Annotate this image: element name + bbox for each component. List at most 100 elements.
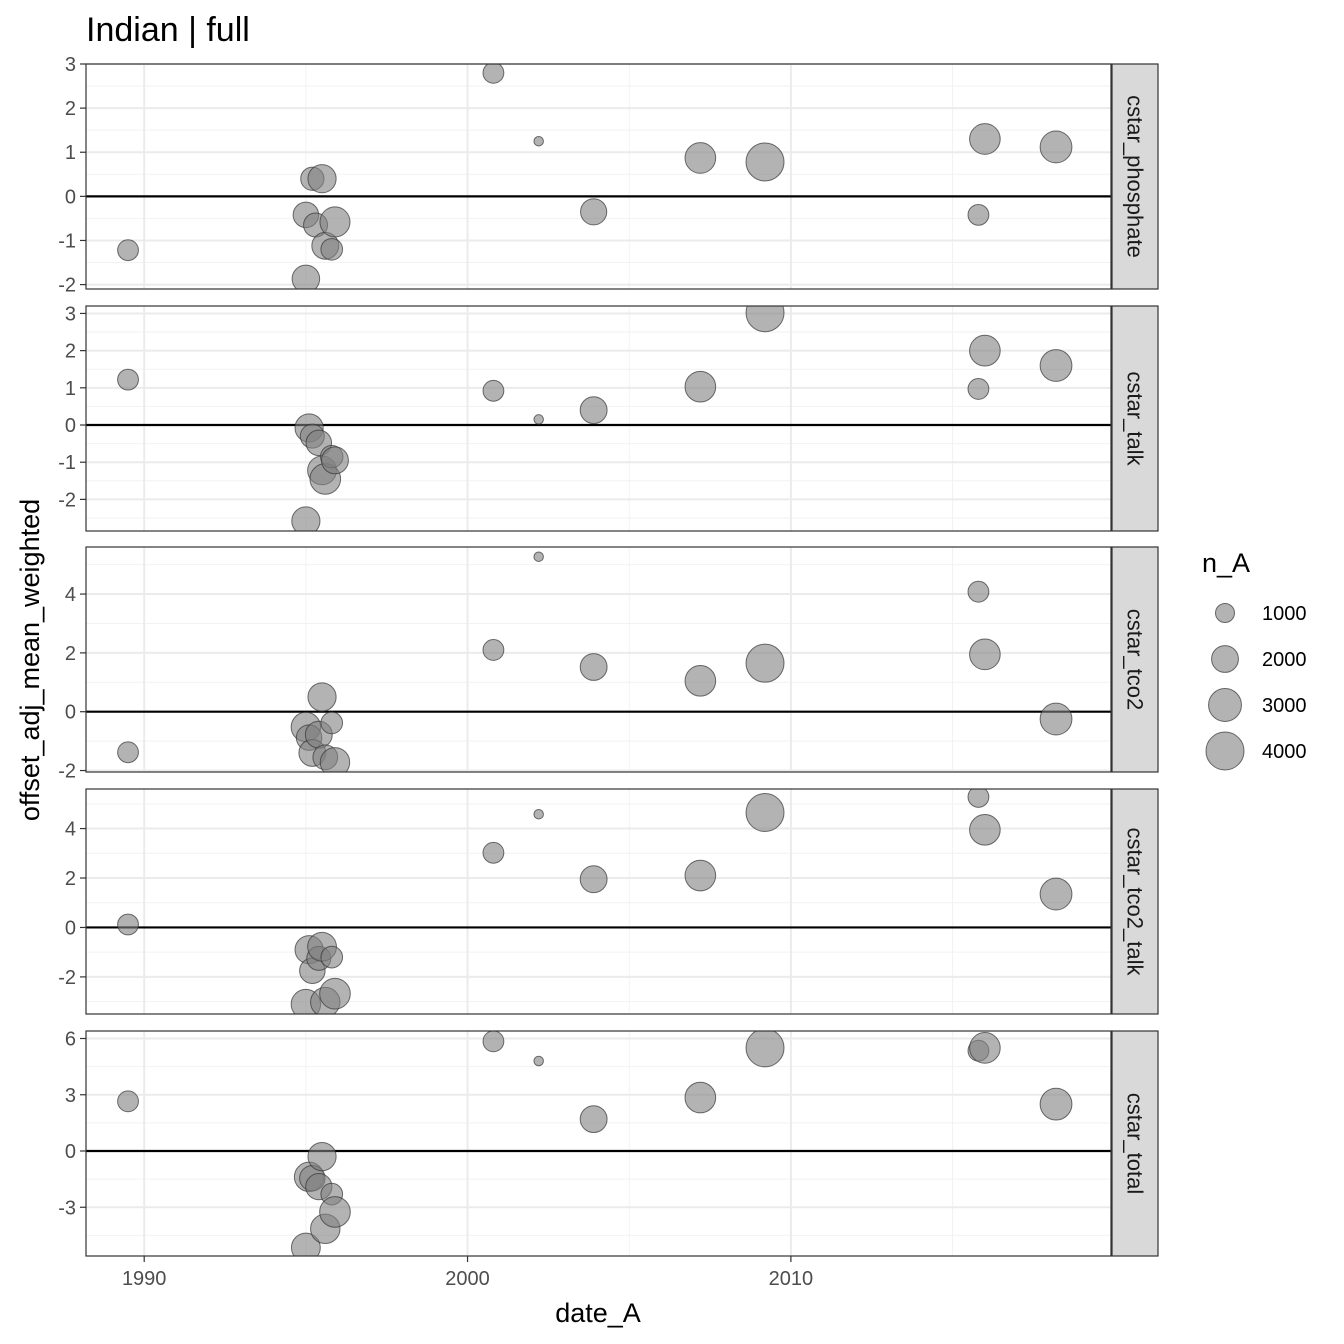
y-tick-label: 0	[65, 1141, 76, 1163]
data-point	[117, 1090, 139, 1113]
y-tick-label: 0	[65, 917, 76, 939]
legend-key-circle	[1215, 603, 1235, 623]
data-point	[967, 378, 990, 400]
panel-background	[86, 789, 1111, 1014]
data-point	[684, 1081, 717, 1114]
data-point	[967, 580, 990, 603]
data-point	[579, 865, 608, 894]
panel-border	[85, 546, 1112, 773]
data-point	[745, 306, 785, 333]
data-point	[533, 135, 544, 147]
legend-label: 1000	[1262, 603, 1307, 625]
data-points	[117, 551, 1073, 772]
data-point	[117, 239, 139, 262]
y-tick-label: 3	[65, 1085, 76, 1107]
facet-strip	[1111, 546, 1159, 773]
data-point	[1039, 349, 1073, 382]
x-tick-label: 1990	[122, 1268, 167, 1290]
legend-label: 2000	[1262, 649, 1307, 671]
facet-strip-label: cstar_phosphate	[1123, 95, 1148, 258]
x-tick-label: 2010	[769, 1268, 814, 1290]
y-axis-title: offset_adj_mean_weighted	[15, 499, 45, 821]
data-point	[745, 792, 785, 832]
y-tick-label: -2	[58, 489, 76, 511]
x-axis-title: date_A	[555, 1298, 641, 1328]
data-point	[533, 414, 544, 425]
panel-background	[86, 64, 1111, 289]
facet-strip-label: cstar_total	[1123, 1093, 1148, 1195]
data-point	[321, 446, 349, 475]
data-points	[117, 306, 1073, 531]
data-point	[580, 198, 608, 226]
data-point	[291, 264, 321, 289]
legend-key-circle	[1211, 645, 1239, 673]
data-point	[967, 203, 990, 226]
data-point	[969, 334, 1001, 367]
y-tick-label: 0	[65, 702, 76, 724]
facet-panel-cstar-phosphate: -2 -1 0 1 2 3 cstar_phosphate	[58, 54, 1159, 297]
facet-strip	[1111, 1030, 1159, 1257]
facet-strip-label: cstar_tco2	[1123, 609, 1148, 711]
data-point	[579, 396, 608, 425]
x-axis: 1990 2000 2010	[122, 1256, 813, 1290]
y-tick-label: 1	[65, 378, 76, 400]
data-points	[117, 1031, 1073, 1256]
data-point	[684, 665, 717, 697]
data-point	[684, 859, 717, 892]
chart-title: Indian | full	[86, 11, 250, 49]
data-point	[320, 945, 344, 969]
data-point	[320, 237, 344, 261]
y-tick-label: 2	[65, 643, 76, 665]
y-tick-label: -2	[58, 275, 76, 297]
data-point	[319, 206, 351, 238]
data-point	[684, 370, 717, 403]
y-tick-label: -1	[58, 230, 76, 252]
facet-panel-cstar-talk: -2 -1 0 1 2 3 cstar_talk	[58, 303, 1159, 532]
data-point	[533, 1055, 544, 1067]
data-point	[319, 747, 351, 772]
facet-strip	[1111, 788, 1159, 1015]
panel-border	[85, 63, 1112, 290]
legend-label: 4000	[1262, 741, 1307, 763]
data-point	[969, 123, 1001, 155]
data-point	[482, 841, 505, 864]
data-point	[745, 142, 785, 182]
panel-border	[85, 305, 1112, 532]
y-tick-label: 3	[65, 54, 76, 76]
data-point	[482, 1031, 505, 1053]
legend-label: 3000	[1262, 695, 1307, 717]
y-tick-label: -1	[58, 452, 76, 474]
data-point	[482, 64, 505, 84]
y-tick-label: 6	[65, 1029, 76, 1051]
data-point	[533, 808, 544, 820]
size-legend: n_A 1000 2000 3000 4000	[1202, 548, 1307, 773]
data-point	[482, 379, 505, 402]
facet-panels: -2 -1 0 1 2 3 cstar_phosphate -2 -1 0 1 2 3 cstar_tal…	[58, 54, 1159, 1257]
data-point	[117, 913, 139, 936]
data-point	[967, 789, 990, 808]
facet-strip	[1111, 305, 1159, 532]
legend-title: n_A	[1202, 548, 1250, 578]
x-tick-label: 2000	[445, 1268, 490, 1290]
data-point	[307, 164, 337, 194]
y-tick-label: -2	[58, 967, 76, 989]
y-tick-label: 4	[65, 819, 76, 841]
facet-panel-cstar-tco2-talk: -2 0 2 4 cstar_tco2_talk	[58, 788, 1159, 1015]
panel-border	[85, 1030, 1112, 1257]
data-point	[307, 1142, 337, 1172]
data-point	[307, 682, 337, 712]
y-tick-label: -3	[58, 1197, 76, 1219]
y-tick-label: 3	[65, 303, 76, 325]
data-point	[1039, 1087, 1073, 1121]
data-point	[533, 551, 544, 562]
data-point	[319, 977, 351, 1010]
data-point	[969, 1032, 1001, 1064]
data-point	[745, 643, 785, 683]
data-point	[969, 638, 1001, 671]
data-point	[579, 653, 608, 681]
data-point	[1039, 130, 1073, 164]
data-point	[319, 1196, 351, 1228]
facet-strip-label: cstar_talk	[1123, 371, 1148, 466]
data-points	[117, 789, 1073, 1014]
